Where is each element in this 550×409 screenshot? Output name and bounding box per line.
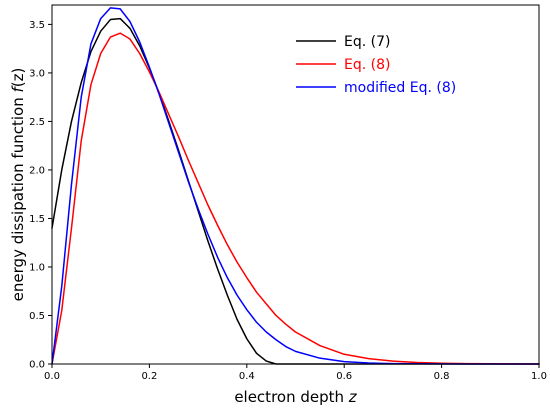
series-line-2 [51,32,540,365]
x-tick-label: 0.0 [44,371,60,382]
y-tick-label: 0.5 [29,311,45,322]
x-tick-label: 0.2 [141,371,157,382]
y-axis-label-suffix: (z) [9,68,27,88]
x-tick-label: 1.0 [531,371,547,382]
y-tick-label: 3.0 [29,68,45,79]
x-tick-label: 0.4 [239,371,255,382]
y-tick-label: 1.0 [29,262,45,273]
legend-label: Eq. (7) [344,34,390,50]
x-tick-label: 0.6 [336,371,352,382]
x-axis-label-prefix: electron depth [234,388,348,406]
y-axis-label: energy dissipation function f(z) [9,68,27,302]
y-tick-label: 3.5 [29,20,45,31]
x-axis-label-variable: z [348,388,358,406]
x-axis-ticks: 0.0 0.2 0.4 0.6 0.8 1.0 [44,364,547,382]
x-axis-label: electron depth z [234,388,357,406]
legend-label: Eq. (8) [344,57,390,73]
y-axis-label-prefix: energy dissipation function [9,93,27,302]
plot-frame [51,4,540,365]
legend: Eq. (7) Eq. (8) modified Eq. (8) [296,34,456,96]
y-tick-label: 1.5 [29,214,45,225]
y-axis-ticks: 0.0 0.5 1.0 1.5 2.0 2.5 3.0 3.5 [29,20,52,371]
y-tick-label: 0.0 [29,360,45,371]
y-tick-label: 2.0 [29,165,45,176]
y-axis-label-variable: f [9,85,27,93]
y-tick-label: 2.5 [29,117,45,128]
x-tick-label: 0.8 [434,371,450,382]
legend-label: modified Eq. (8) [344,80,456,96]
